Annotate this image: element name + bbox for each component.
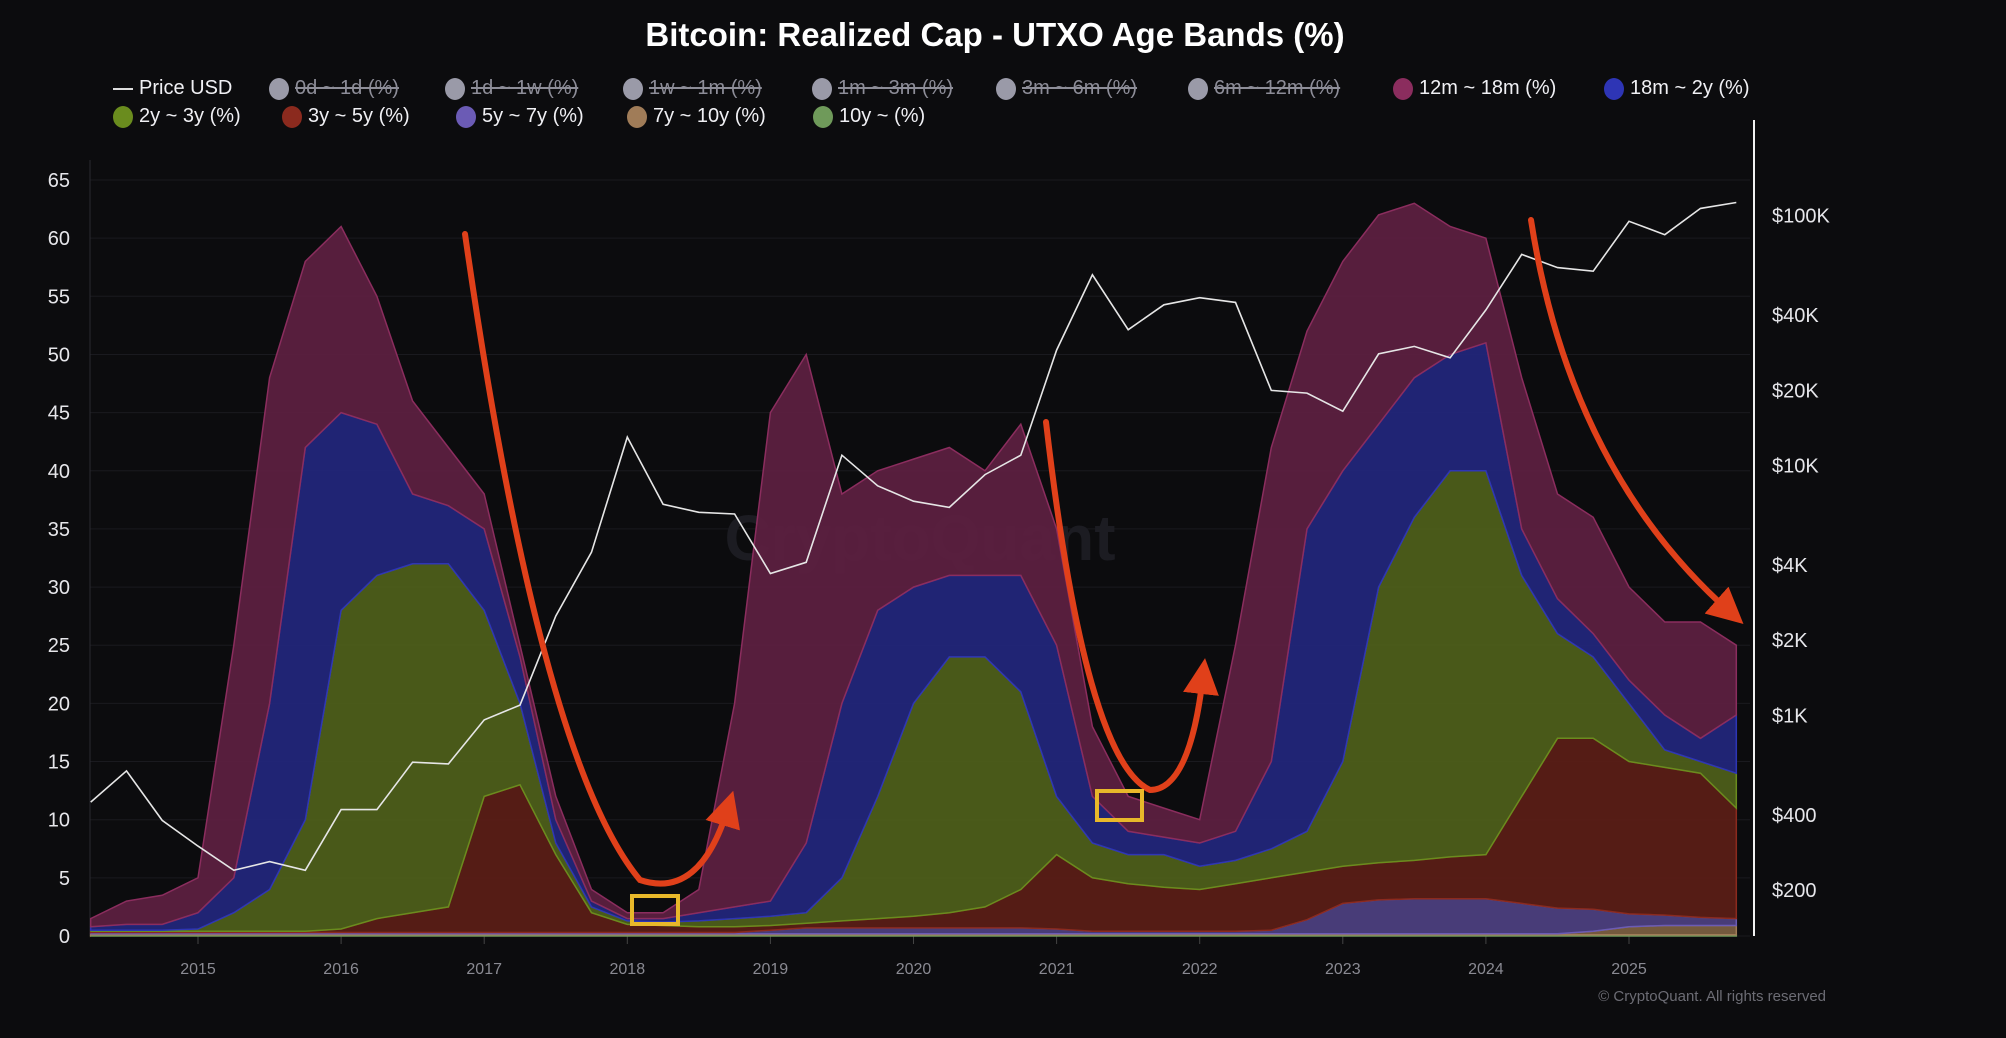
y-left-tick-label: 20 [48,693,70,715]
legend-dot-marker [282,105,302,128]
x-tick-label: 2020 [896,961,932,978]
legend-label: 3y ~ 5y (%) [308,105,410,127]
y-left-tick-label: 5 [59,868,70,890]
legend-label: 0d ~ 1d (%) [295,77,399,99]
y-left-tick-label: 40 [48,461,70,483]
copyright: © CryptoQuant. All rights reserved [1598,988,1826,1005]
legend-label: 5y ~ 7y (%) [482,105,584,127]
legend-item[interactable]: 5y ~ 7y (%) [456,105,584,128]
legend-label: 18m ~ 2y (%) [1630,77,1750,99]
y-left-tick-label: 0 [59,926,70,948]
y-left-tick-label: 35 [48,519,70,541]
price-usd-line [90,201,1737,872]
x-tick-label: 2019 [753,961,789,978]
annotation-arrow [1043,419,1219,794]
legend-item[interactable]: 1w ~ 1m (%) [623,77,762,100]
y-left-tick-label: 10 [48,810,70,832]
legend-label: 3m ~ 6m (%) [1022,77,1138,99]
legend-item[interactable]: 3y ~ 5y (%) [282,105,410,128]
legend-dot-marker [627,105,647,128]
legend-label: 7y ~ 10y (%) [653,105,766,127]
x-tick-label: 2023 [1325,961,1361,978]
legend-label: 1m ~ 3m (%) [838,77,954,99]
y-right-tick-label: $20K [1772,380,1819,402]
x-tick-label: 2024 [1468,961,1504,978]
legend-dot-marker [813,105,833,128]
legend-line-marker [113,87,133,90]
legend-item[interactable]: 1m ~ 3m (%) [812,77,953,100]
y-left-tick-label: 25 [48,635,70,657]
legend-label: Price USD [139,77,233,99]
y-left-tick-label: 65 [48,170,70,192]
x-tick-label: 2021 [1039,961,1075,978]
x-tick-label: 2015 [180,961,216,978]
y-left-tick-label: 50 [48,344,70,366]
y-left-tick-label: 30 [48,577,70,599]
legend-dot-marker [456,105,476,128]
legend-dot-marker [623,77,643,100]
annotation-arrow [1528,217,1744,624]
legend-dot-marker [445,77,465,100]
x-tick-label: 2018 [610,961,646,978]
x-tick-label: 2016 [323,961,359,978]
legend-dot-marker [1188,77,1208,100]
y-right-tick-label: $100K [1772,206,1830,228]
legend-item[interactable]: 0d ~ 1d (%) [269,77,399,100]
legend-item[interactable]: 6m ~ 12m (%) [1188,77,1340,100]
y-right-tick-label: $1K [1772,705,1808,727]
legend-item[interactable]: 1d ~ 1w (%) [445,77,578,100]
legend-dot-marker [269,77,289,100]
legend-label: 2y ~ 3y (%) [139,105,241,127]
legend-dot-marker [113,105,133,128]
x-tick-label: 2025 [1611,961,1647,978]
legend-item[interactable]: Price USD [113,77,232,100]
legend-label: 12m ~ 18m (%) [1419,77,1557,99]
y-right-tick-label: $200 [1772,880,1817,902]
y-right-tick-label: $40K [1772,305,1819,327]
legend-item[interactable]: 3m ~ 6m (%) [996,77,1137,100]
legend-label: 1w ~ 1m (%) [649,77,762,99]
legend-label: 6m ~ 12m (%) [1214,77,1341,99]
annotation-highlight-box [1095,789,1144,822]
chart-title: Bitcoin: Realized Cap - UTXO Age Bands (… [645,16,1345,53]
y-left-tick-label: 60 [48,228,70,250]
legend-dot-marker [812,77,832,100]
legend-label: 10y ~ (%) [839,105,926,127]
area-12m-18m- [89,202,1738,928]
annotation-arrow [462,231,740,887]
y-left-tick-label: 45 [48,403,70,425]
legend-dot-marker [1393,77,1413,100]
y-right-tick-label: $2K [1772,630,1808,652]
legend-dot-marker [996,77,1016,100]
legend-item[interactable]: 2y ~ 3y (%) [113,105,241,128]
legend-item[interactable]: 7y ~ 10y (%) [627,105,766,128]
y-right-tick-label: $4K [1772,555,1808,577]
legend-item[interactable]: 18m ~ 2y (%) [1604,77,1749,100]
annotation-highlight-box [630,894,680,926]
y-right-tick-label: $10K [1772,456,1819,478]
y-left-tick-label: 55 [48,286,70,308]
legend-dot-marker [1604,77,1624,100]
legend-label: 1d ~ 1w (%) [471,77,579,99]
y-right-tick-label: $400 [1772,805,1817,827]
legend-item[interactable]: 10y ~ (%) [813,105,925,128]
legend-item[interactable]: 12m ~ 18m (%) [1393,77,1556,100]
y-left-tick-label: 15 [48,752,70,774]
x-tick-label: 2022 [1182,961,1218,978]
x-tick-label: 2017 [466,961,502,978]
